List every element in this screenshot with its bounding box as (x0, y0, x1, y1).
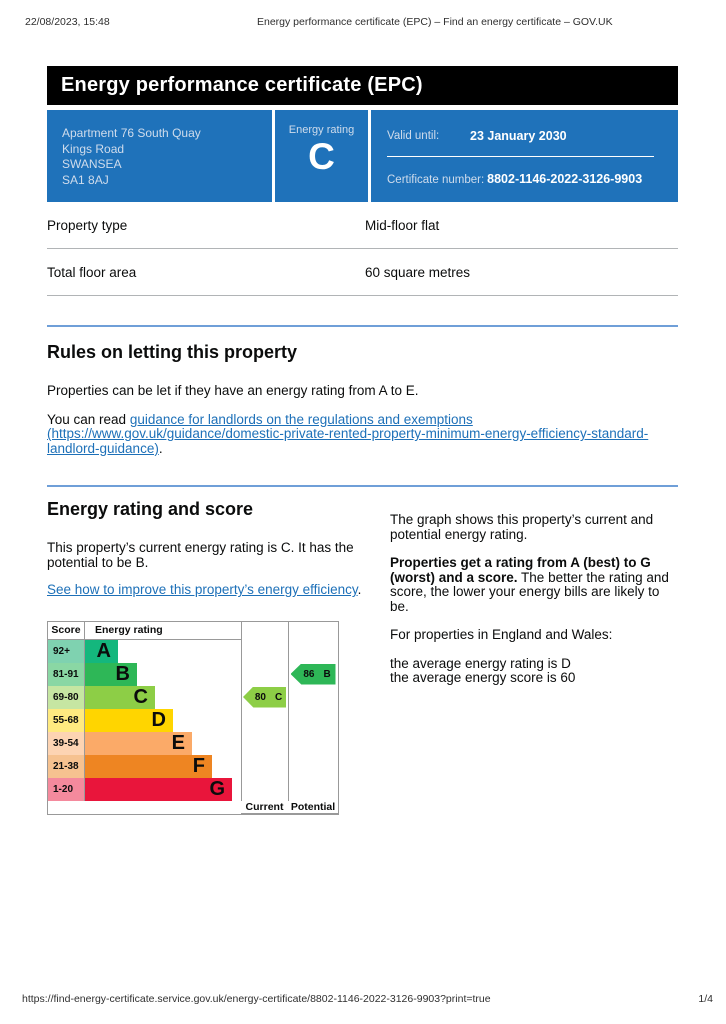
valid-until-label: Valid until: (387, 130, 440, 142)
potential-letter: B (323, 668, 331, 680)
band-bar-c: C (85, 685, 241, 709)
rating-score-column: Energy rating and score This property’s … (47, 499, 377, 815)
improve-efficiency-link[interactable]: See how to improve this property’s energ… (47, 582, 358, 597)
chart-header-current: Current (241, 801, 288, 814)
print-doc-title: Energy performance certificate (EPC) – F… (257, 16, 613, 28)
average-rating-line: the average energy rating is D (390, 655, 571, 671)
valid-until-value: 23 January 2030 (470, 129, 567, 143)
rating-scale-rest: The better the rating and score, the low… (390, 569, 669, 614)
current-score: 80 (254, 691, 266, 703)
page-indicator: 1/4 (698, 993, 713, 1005)
score-range-c: 69-80 (48, 685, 85, 709)
current-column-border (241, 621, 288, 801)
page-title-banner: Energy performance certificate (EPC) (47, 66, 678, 105)
band-bar-g: G (85, 777, 241, 801)
current-rating-paragraph: This property’s current energy rating is… (47, 540, 354, 570)
section-divider (47, 325, 678, 327)
validity-divider (387, 156, 654, 157)
guidance-suffix: . (158, 440, 163, 456)
energy-rating-box: Energy rating C (275, 110, 368, 202)
averages-paragraph: the average energy rating is D the avera… (390, 655, 678, 686)
floor-area-value: 60 square metres (365, 265, 471, 280)
browser-print-header: 22/08/2023, 15:48 Energy performance cer… (22, 16, 713, 30)
band-bar-d: D (85, 708, 241, 732)
browser-print-footer: https://find-energy-certificate.service.… (22, 993, 713, 1005)
average-score-line: the average energy score is 60 (390, 670, 576, 685)
potential-rating-arrow: 86 B (290, 663, 336, 685)
address-line: Apartment 76 South Quay (62, 126, 201, 140)
graph-explainer-paragraph: The graph shows this property’s current … (390, 512, 654, 542)
address-line: SA1 8AJ (62, 172, 109, 187)
improve-paragraph: See how to improve this property’s energ… (47, 582, 377, 598)
current-rating-arrow: 80 C (243, 686, 286, 708)
chart-header-potential: Potential (288, 801, 338, 814)
table-row: Property type Mid-floor flat (47, 202, 678, 249)
rating-explanation-column: The graph shows this property’s current … (390, 499, 678, 815)
band-bar-a: A (85, 639, 241, 663)
band-bar-b: B (85, 662, 241, 686)
certificate-number-value: 8802-1146-2022-3126-9903 (487, 172, 643, 186)
potential-score: 86 (303, 668, 315, 680)
address-line: SWANSEA (62, 157, 122, 171)
certificate-summary-box: Apartment 76 South Quay Kings Road SWANS… (47, 110, 678, 202)
band-bar-f: F (85, 754, 241, 778)
footer-url: https://find-energy-certificate.service.… (22, 993, 491, 1005)
table-row: Total floor area 60 square metres (47, 249, 678, 296)
energy-rating-value: C (308, 136, 335, 177)
landlord-guidance-link[interactable]: guidance for landlords on the regulation… (129, 411, 473, 427)
property-type-value: Mid-floor flat (365, 218, 440, 233)
print-datetime: 22/08/2023, 15:48 (25, 16, 110, 28)
rules-paragraph: Properties can be let if they have an en… (47, 383, 419, 398)
rules-section-heading: Rules on letting this property (47, 342, 298, 362)
rating-scale-bold: Properties get a rating from A (best) to… (390, 555, 651, 585)
score-range-d: 55-68 (48, 708, 85, 732)
landlord-guidance-link-url[interactable]: (https://www.gov.uk/guidance/domestic-pr… (47, 426, 649, 456)
score-range-e: 39-54 (48, 731, 85, 755)
score-range-b: 81-91 (48, 662, 85, 686)
page-title: Energy performance certificate (EPC) (61, 74, 423, 96)
guidance-prefix: You can read (47, 411, 130, 427)
property-type-label: Property type (47, 218, 128, 233)
england-wales-paragraph: For properties in England and Wales: (390, 627, 613, 642)
address-line: Kings Road (62, 141, 125, 156)
chart-header-rating: Energy rating (85, 622, 241, 640)
score-range-g: 1-20 (48, 777, 85, 801)
section-divider (47, 485, 678, 487)
validity-box: Valid until: 23 January 2030 Certificate… (371, 110, 678, 202)
property-address: Apartment 76 South Quay Kings Road SWANS… (47, 110, 272, 202)
certificate-number-label: Certificate number: (387, 174, 485, 186)
floor-area-label: Total floor area (47, 265, 137, 280)
rating-scale-paragraph: Properties get a rating from A (best) to… (390, 555, 678, 614)
score-range-a: 92+ (48, 639, 85, 663)
certificate-content: Energy performance certificate (EPC) Apa… (47, 66, 678, 815)
current-letter: C (274, 691, 283, 703)
band-bar-e: E (85, 731, 241, 755)
epc-rating-graph: Score Energy rating Current Potential 92… (47, 620, 339, 815)
improve-suffix: . (357, 582, 362, 597)
energy-rating-label: Energy rating (288, 124, 355, 136)
score-range-f: 21-38 (48, 754, 85, 778)
chart-header-score: Score (48, 621, 85, 640)
rules-guidance-paragraph: You can read guidance for landlords on t… (47, 411, 678, 457)
rating-section-heading: Energy rating and score (47, 499, 254, 519)
potential-column-border (288, 621, 338, 801)
